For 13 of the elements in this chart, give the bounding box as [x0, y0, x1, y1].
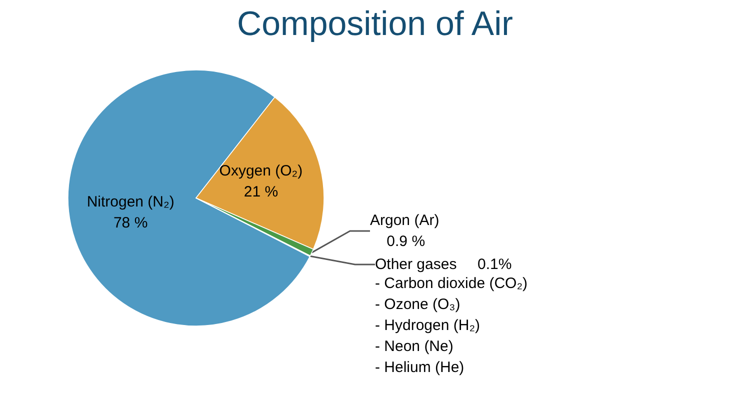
- slice-label: Nitrogen (N₂): [86, 193, 174, 210]
- text: - Ozone (O₃): [375, 296, 460, 313]
- slice-label: Argon (Ar): [370, 212, 440, 229]
- text: - Neon (Ne): [375, 338, 454, 355]
- slice-label: Other gases 0.1%: [375, 256, 512, 273]
- text: - Carbon dioxide (CO₂): [375, 275, 528, 292]
- chart-title: Composition of Air: [237, 5, 513, 43]
- data-label: 78 %: [113, 214, 148, 232]
- data-label: 0.9 %: [370, 233, 426, 250]
- slice-label: Oxygen (O₂): [219, 162, 303, 180]
- text: - Hydrogen (H₂): [375, 317, 480, 334]
- text: - Helium (He): [375, 359, 464, 376]
- data-label: 21 %: [244, 184, 278, 201]
